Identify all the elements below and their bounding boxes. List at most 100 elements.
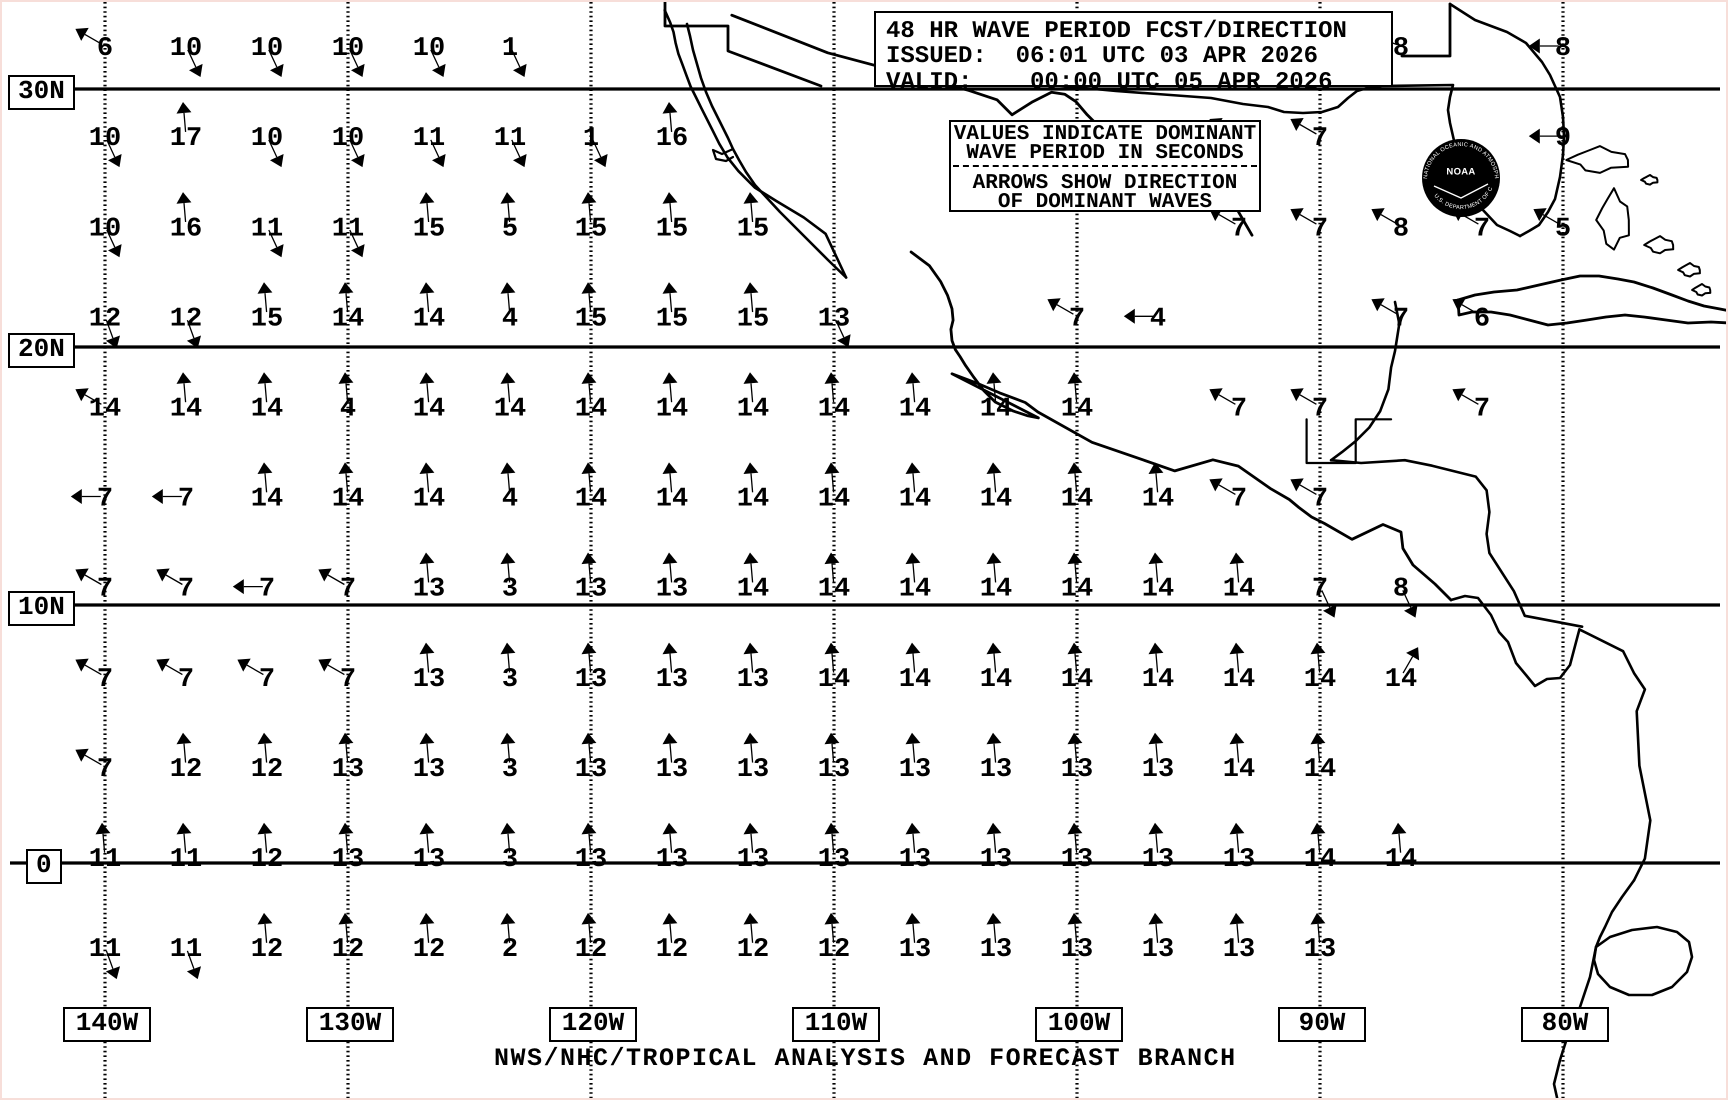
svg-text:15: 15 (575, 304, 607, 334)
svg-text:13: 13 (332, 845, 364, 875)
svg-text:13: 13 (1223, 935, 1255, 965)
svg-text:13: 13 (737, 845, 769, 875)
svg-text:14: 14 (1142, 575, 1174, 605)
svg-text:13: 13 (980, 755, 1012, 785)
svg-text:12: 12 (89, 304, 121, 334)
svg-text:15: 15 (575, 214, 607, 244)
svg-text:3: 3 (502, 845, 518, 875)
svg-text:10: 10 (89, 124, 121, 154)
svg-text:14: 14 (818, 665, 850, 695)
svg-text:13: 13 (575, 665, 607, 695)
svg-text:6: 6 (1474, 304, 1490, 334)
svg-text:12: 12 (170, 304, 202, 334)
svg-text:13: 13 (656, 665, 688, 695)
svg-text:10: 10 (251, 34, 283, 64)
svg-text:13: 13 (575, 575, 607, 605)
svg-text:14: 14 (980, 485, 1012, 515)
svg-text:14: 14 (1061, 575, 1093, 605)
svg-text:14: 14 (980, 665, 1012, 695)
svg-text:11: 11 (89, 935, 121, 965)
svg-text:15: 15 (656, 304, 688, 334)
svg-text:5: 5 (502, 214, 518, 244)
svg-text:7: 7 (259, 665, 275, 695)
svg-text:14: 14 (899, 665, 931, 695)
svg-text:13: 13 (1223, 845, 1255, 875)
svg-text:14: 14 (1304, 665, 1336, 695)
svg-text:6: 6 (97, 34, 113, 64)
svg-text:14: 14 (1061, 485, 1093, 515)
svg-text:13: 13 (818, 755, 850, 785)
svg-text:13: 13 (899, 755, 931, 785)
svg-text:11: 11 (494, 124, 526, 154)
svg-text:14: 14 (656, 395, 688, 425)
svg-text:15: 15 (737, 214, 769, 244)
svg-text:11: 11 (251, 214, 283, 244)
svg-text:11: 11 (89, 845, 121, 875)
svg-text:14: 14 (818, 395, 850, 425)
svg-text:13: 13 (332, 755, 364, 785)
svg-text:13: 13 (413, 665, 445, 695)
svg-text:13: 13 (1061, 935, 1093, 965)
svg-text:16: 16 (170, 214, 202, 244)
svg-text:13: 13 (899, 935, 931, 965)
svg-text:14: 14 (413, 304, 445, 334)
svg-text:14: 14 (899, 575, 931, 605)
svg-text:14: 14 (656, 485, 688, 515)
svg-text:2: 2 (502, 935, 518, 965)
svg-text:10: 10 (170, 34, 202, 64)
svg-text:7: 7 (1474, 214, 1490, 244)
svg-text:14: 14 (980, 575, 1012, 605)
svg-text:12: 12 (332, 935, 364, 965)
svg-text:14: 14 (737, 575, 769, 605)
svg-text:7: 7 (1312, 214, 1328, 244)
svg-text:7: 7 (178, 665, 194, 695)
svg-text:14: 14 (1304, 845, 1336, 875)
svg-text:4: 4 (502, 485, 518, 515)
svg-text:14: 14 (1142, 485, 1174, 515)
svg-text:13: 13 (575, 755, 607, 785)
svg-text:14: 14 (251, 485, 283, 515)
svg-text:15: 15 (251, 304, 283, 334)
svg-text:14: 14 (1061, 395, 1093, 425)
svg-text:7: 7 (1312, 124, 1328, 154)
svg-text:4: 4 (340, 395, 356, 425)
svg-text:7: 7 (1312, 395, 1328, 425)
svg-text:5: 5 (1555, 214, 1571, 244)
svg-text:14: 14 (1223, 575, 1255, 605)
svg-text:13: 13 (737, 755, 769, 785)
svg-text:14: 14 (89, 395, 121, 425)
svg-text:14: 14 (818, 575, 850, 605)
svg-text:15: 15 (737, 304, 769, 334)
svg-text:14: 14 (170, 395, 202, 425)
svg-text:3: 3 (502, 755, 518, 785)
svg-text:15: 15 (413, 214, 445, 244)
svg-text:13: 13 (1061, 845, 1093, 875)
svg-text:13: 13 (1142, 935, 1174, 965)
svg-text:8: 8 (1555, 34, 1571, 64)
svg-text:10: 10 (332, 124, 364, 154)
svg-text:7: 7 (178, 575, 194, 605)
svg-text:12: 12 (413, 935, 445, 965)
svg-text:13: 13 (1142, 845, 1174, 875)
svg-text:7: 7 (1069, 304, 1085, 334)
svg-text:14: 14 (737, 395, 769, 425)
svg-text:14: 14 (494, 395, 526, 425)
svg-text:11: 11 (170, 845, 202, 875)
svg-text:16: 16 (656, 124, 688, 154)
svg-text:7: 7 (1474, 395, 1490, 425)
svg-text:7: 7 (1312, 485, 1328, 515)
svg-text:11: 11 (332, 214, 364, 244)
svg-text:7: 7 (97, 755, 113, 785)
svg-text:14: 14 (899, 485, 931, 515)
svg-text:12: 12 (575, 935, 607, 965)
svg-text:12: 12 (251, 845, 283, 875)
svg-text:13: 13 (818, 845, 850, 875)
svg-text:11: 11 (170, 935, 202, 965)
svg-text:13: 13 (1142, 755, 1174, 785)
svg-text:7: 7 (1231, 485, 1247, 515)
svg-text:14: 14 (575, 485, 607, 515)
svg-text:7: 7 (259, 575, 275, 605)
svg-text:7: 7 (340, 665, 356, 695)
svg-text:13: 13 (980, 845, 1012, 875)
svg-text:14: 14 (575, 395, 607, 425)
